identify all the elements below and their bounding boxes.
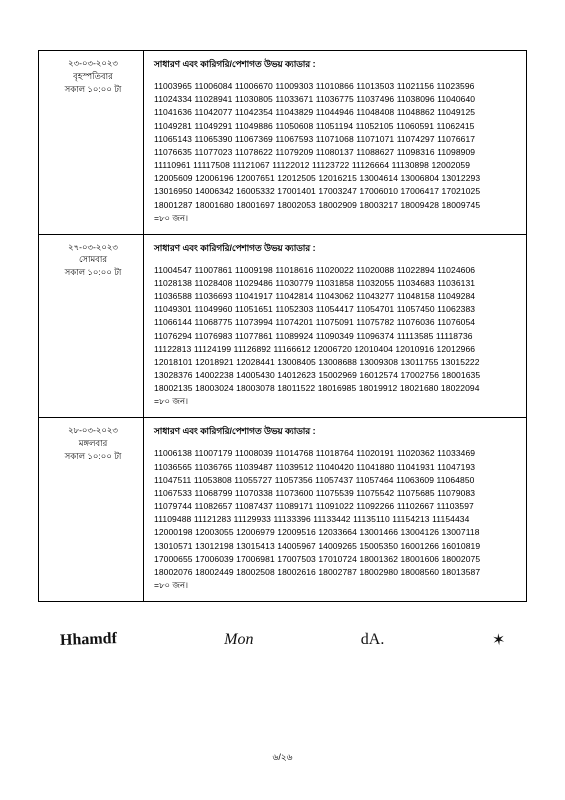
signature-3: dA.	[361, 631, 385, 649]
day-text: সোমবার	[49, 253, 137, 266]
day-text: মঙ্গলবার	[49, 437, 137, 450]
id-list: 11004547 11007861 11009198 11018616 1102…	[154, 264, 520, 396]
table-row: ২৭-০৩-২০২৩সোমবারসকাল ১০:০০ টাসাধারণ এবং …	[39, 234, 527, 418]
signature-4: ✶	[491, 629, 506, 650]
count-text: =৮০ জন।	[154, 579, 520, 593]
cadre-header: সাধারণ এবং কারিগরি/পেশাগত উভয় ক্যাডার :	[154, 241, 520, 256]
time-text: সকাল ১০:০০ টা	[49, 266, 137, 279]
content-cell: সাধারণ এবং কারিগরি/পেশাগত উভয় ক্যাডার :…	[144, 234, 527, 418]
date-text: ২৩-০৩-২০২৩	[49, 57, 137, 70]
date-text: ২৭-০৩-২০২৩	[49, 241, 137, 254]
id-list: 11006138 11007179 11008039 11014768 1101…	[154, 447, 520, 579]
day-text: বৃহস্পতিবার	[49, 70, 137, 83]
schedule-table: ২৩-০৩-২০২৩বৃহস্পতিবারসকাল ১০:০০ টাসাধারণ…	[38, 50, 527, 602]
page-number: ৬/২৬	[0, 750, 565, 765]
signature-1: Hhamdf	[60, 630, 117, 650]
content-cell: সাধারণ এবং কারিগরি/পেশাগত উভয় ক্যাডার :…	[144, 418, 527, 602]
id-list: 11003965 11006084 11006670 11009303 1101…	[154, 80, 520, 212]
signature-2: Mon	[224, 631, 253, 649]
cadre-header: সাধারণ এবং কারিগরি/পেশাগত উভয় ক্যাডার :	[154, 424, 520, 439]
time-text: সকাল ১০:০০ টা	[49, 450, 137, 463]
count-text: =৮০ জন।	[154, 212, 520, 226]
date-cell: ২৮-০৩-২০২৩মঙ্গলবারসকাল ১০:০০ টা	[39, 418, 144, 602]
table-row: ২৮-০৩-২০২৩মঙ্গলবারসকাল ১০:০০ টাসাধারণ এব…	[39, 418, 527, 602]
count-text: =৮০ জন।	[154, 395, 520, 409]
table-row: ২৩-০৩-২০২৩বৃহস্পতিবারসকাল ১০:০০ টাসাধারণ…	[39, 51, 527, 235]
date-cell: ২৩-০৩-২০২৩বৃহস্পতিবারসকাল ১০:০০ টা	[39, 51, 144, 235]
cadre-header: সাধারণ এবং কারিগরি/পেশাগত উভয় ক্যাডার :	[154, 57, 520, 72]
time-text: সকাল ১০:০০ টা	[49, 83, 137, 96]
date-text: ২৮-০৩-২০২৩	[49, 424, 137, 437]
content-cell: সাধারণ এবং কারিগরি/পেশাগত উভয় ক্যাডার :…	[144, 51, 527, 235]
date-cell: ২৭-০৩-২০২৩সোমবারসকাল ১০:০০ টা	[39, 234, 144, 418]
signature-row: Hhamdf Mon dA. ✶	[60, 630, 505, 650]
document-page: ২৩-০৩-২০২৩বৃহস্পতিবারসকাল ১০:০০ টাসাধারণ…	[0, 0, 565, 800]
